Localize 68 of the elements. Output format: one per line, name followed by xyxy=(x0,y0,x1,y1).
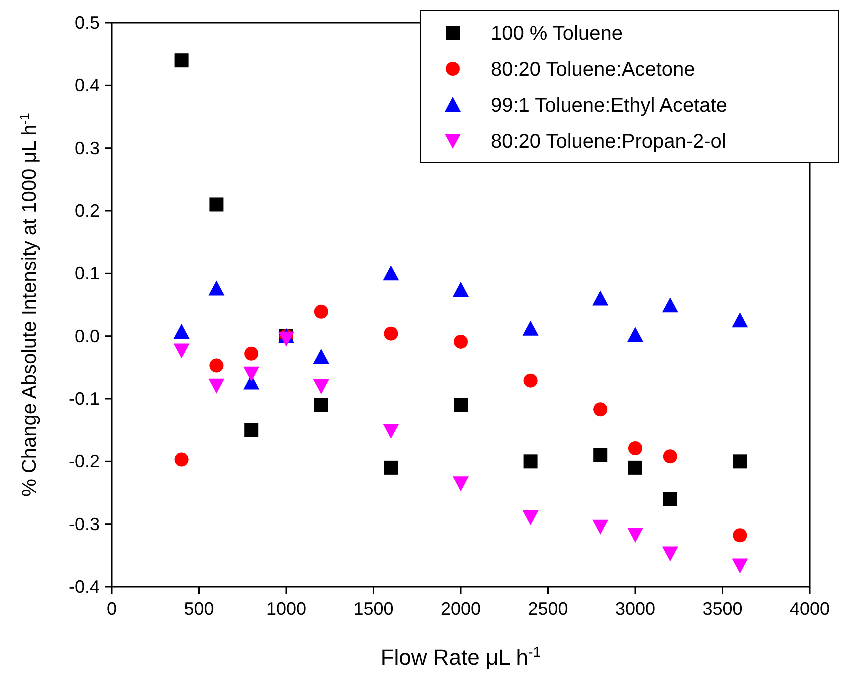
y-tick-label: -0.1 xyxy=(68,389,100,409)
point xyxy=(384,326,398,341)
x-tick-label: 3000 xyxy=(615,599,656,619)
point xyxy=(628,460,642,475)
point xyxy=(244,346,259,361)
point xyxy=(210,358,224,373)
x-tick-label: 1000 xyxy=(266,599,307,619)
point xyxy=(732,312,748,328)
point xyxy=(662,546,678,562)
point xyxy=(594,402,608,417)
point xyxy=(174,324,190,339)
point xyxy=(174,54,189,68)
point xyxy=(662,298,678,313)
y-tick-label: 0.2 xyxy=(74,201,100,221)
point xyxy=(522,510,539,526)
point xyxy=(313,349,330,364)
point xyxy=(383,266,400,281)
point xyxy=(383,424,400,439)
y-tick-label: 0.5 xyxy=(74,13,100,33)
x-tick-label: 4000 xyxy=(790,599,830,619)
x-tick-label: 500 xyxy=(184,599,214,619)
x-axis-title: Flow Rate μL h$^{-1}$ xyxy=(380,645,542,670)
point xyxy=(454,334,468,349)
point xyxy=(384,460,398,475)
legend-label: 80:20 Toluene:Propan-2-ol xyxy=(491,131,726,153)
y-tick-label: -0.2 xyxy=(68,452,100,472)
point xyxy=(628,442,642,456)
point xyxy=(453,476,469,492)
point xyxy=(210,198,224,212)
y-tick-label: -0.3 xyxy=(68,514,100,534)
legend-label: 99:1 Toluene:Ethyl Acetate xyxy=(491,95,728,117)
point xyxy=(628,528,644,543)
y-tick-label: 0.4 xyxy=(74,76,100,96)
legend-label: 100 % Toluene xyxy=(491,23,623,45)
point xyxy=(592,290,609,306)
y-tick-label: -0.4 xyxy=(68,577,100,597)
point xyxy=(592,520,609,535)
x-tick-label: 1500 xyxy=(354,599,394,619)
point xyxy=(733,528,748,543)
x-tick-label: 3500 xyxy=(702,599,743,619)
y-tick-label: 0.0 xyxy=(74,326,100,346)
point xyxy=(524,454,538,469)
x-tick-label: 2000 xyxy=(440,599,482,619)
point xyxy=(244,366,260,382)
point xyxy=(594,448,608,462)
x-tick-label: 0 xyxy=(106,599,118,619)
point xyxy=(174,452,189,467)
point xyxy=(628,327,644,342)
point xyxy=(208,280,225,296)
point xyxy=(454,398,468,412)
point xyxy=(522,320,539,336)
point xyxy=(208,378,225,394)
point xyxy=(663,450,678,464)
y-tick-label: 0.1 xyxy=(74,264,100,284)
point xyxy=(453,282,469,297)
point xyxy=(174,344,190,359)
point xyxy=(313,379,330,394)
point xyxy=(733,454,748,469)
point xyxy=(278,332,294,347)
point xyxy=(524,374,538,388)
point xyxy=(244,423,259,438)
legend-label: 80:20 Toluene:Acetone xyxy=(491,59,696,81)
point xyxy=(314,398,328,412)
x-tick-label: 2500 xyxy=(528,599,568,619)
point xyxy=(314,304,328,319)
point xyxy=(663,492,678,506)
y-tick-label: 0.3 xyxy=(74,138,100,158)
point xyxy=(732,558,748,574)
